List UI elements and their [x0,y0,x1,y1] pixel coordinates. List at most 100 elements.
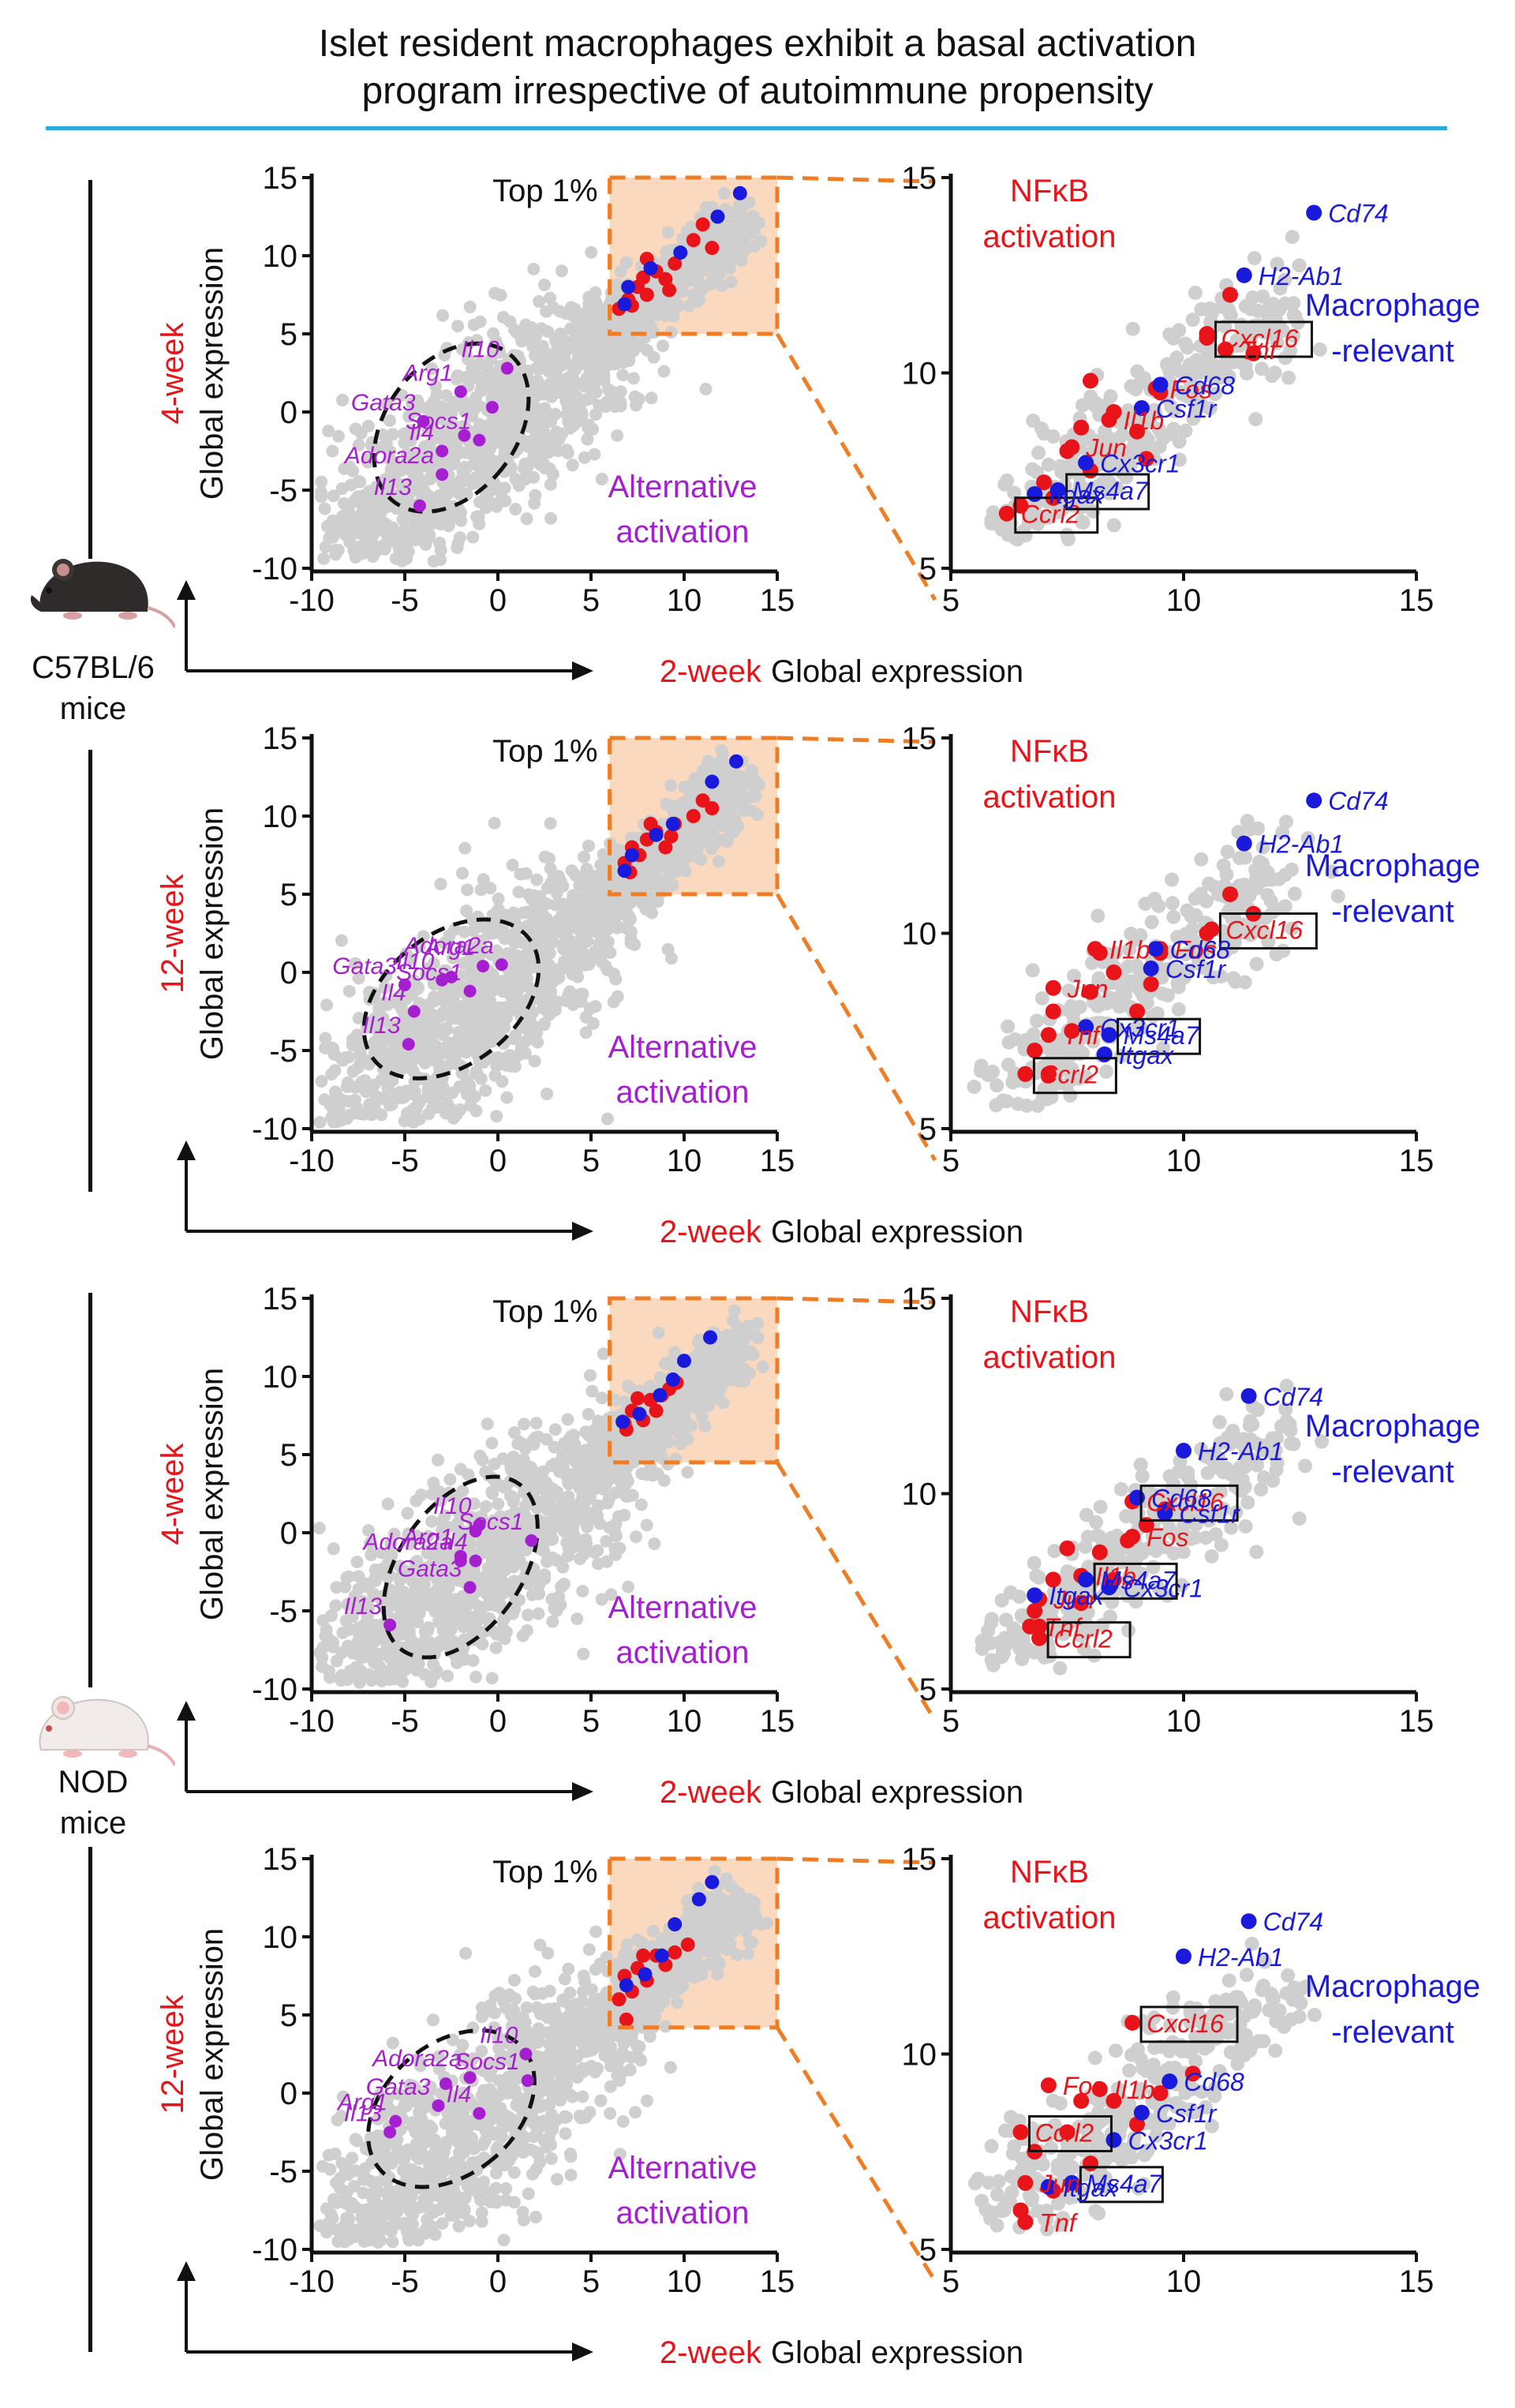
gray-point [544,862,557,875]
gray-point [530,873,544,886]
gray-point [538,850,552,863]
gray-point [591,1544,604,1557]
group-label-nod: NOD mice [58,1765,129,1841]
gray-point [626,1489,639,1502]
panel-2: Arg1Il10Adora2aIl4Socs1Gata3Il13-10-10-5… [155,1282,1480,1810]
gray-point [486,1487,499,1500]
gray-point [582,839,595,852]
gray-point [566,968,579,981]
gray-point [469,1670,483,1683]
gray-point [1276,943,1291,958]
x-axis-label-red: 2-week [660,1215,762,1249]
gray-point [325,1068,339,1081]
alt-activation-label: Alternative [608,470,758,504]
gray-point [721,830,735,844]
gray-point [484,352,498,365]
gray-point [585,391,598,405]
gene-point [1087,941,1103,957]
purple-point [407,1005,421,1018]
gray-point [1090,908,1105,923]
gray-point [691,294,705,308]
gray-point [447,1005,460,1018]
gray-point [593,894,606,908]
gray-point [345,1666,358,1680]
x-tick-label: -10 [289,1144,335,1178]
gray-point [717,187,731,200]
gray-point [512,886,526,899]
gray-point [600,1555,614,1568]
top-percent-label: Top 1% [492,174,597,208]
gray-point [343,535,357,549]
gray-point [325,1111,339,1125]
gray-point [527,892,541,905]
gray-point [549,898,563,912]
gray-point [583,381,597,395]
purple-point [500,361,514,375]
gray-point [509,473,522,486]
x-tick-label: -10 [289,583,335,618]
gray-point [1287,886,1302,901]
gray-point [570,893,584,906]
gray-point [1057,464,1072,479]
row-label: 12-week [155,873,190,993]
gray-point [1198,351,1213,366]
gray-point [1185,313,1200,328]
gray-point [565,409,578,422]
gray-point [585,245,598,259]
gray-point [318,502,331,515]
gray-point [320,998,334,1012]
gray-point [329,1599,342,1612]
gray-point [748,788,761,802]
gray-point [526,332,539,346]
gray-point [688,849,701,863]
y-axis-label: Global expression [195,807,230,1060]
gray-point [567,1534,581,1548]
gene-point [1199,329,1215,346]
gray-point [735,254,748,268]
gray-point [570,1612,584,1626]
blue-point [617,297,632,312]
gray-point [989,1078,1004,1093]
x-tick-label: 5 [582,583,600,618]
gray-point [582,421,595,434]
gray-point [498,481,511,495]
gene-point [1017,1065,1034,1082]
zoom-x-tick-label: 15 [1399,583,1435,618]
gray-point [1284,862,1299,877]
gray-point [556,333,570,346]
gray-point [361,453,374,466]
gray-point [967,1080,982,1095]
gray-point [531,374,544,388]
gray-point [474,883,488,897]
gray-point [336,1626,350,1639]
gray-point [529,489,542,502]
gray-point [586,1017,600,1030]
figure-title-line2: program irrespective of autoimmune prope… [361,70,1154,112]
zoom-x-tick-label: 10 [1166,1144,1202,1178]
y-tick-label: 0 [280,395,297,430]
gray-point [461,883,474,897]
arrow-up-head [177,1140,196,1160]
gray-point [322,425,335,438]
gray-point [674,1437,687,1451]
alt-activation-label: activation [616,515,750,549]
gray-point [657,365,671,378]
gray-point [738,778,751,792]
gray-point [544,876,558,889]
white-mouse-icon [39,1696,175,1766]
macrophage-label: Macrophage [1305,288,1480,323]
gene-label: Csf1r [1165,955,1227,983]
gray-point [756,1361,769,1374]
gray-point [544,291,557,305]
gray-point [716,263,730,276]
y-tick-label: -10 [252,1112,297,1147]
background-points [314,187,768,568]
gray-point [1060,532,1075,547]
gray-point [492,425,506,439]
blue-point [621,279,636,294]
gray-point [543,1008,556,1021]
gray-point [365,1108,378,1122]
zoom-y-tick-label: 15 [902,721,937,756]
y-tick-label: -5 [269,474,297,508]
gray-point [459,1046,473,1059]
